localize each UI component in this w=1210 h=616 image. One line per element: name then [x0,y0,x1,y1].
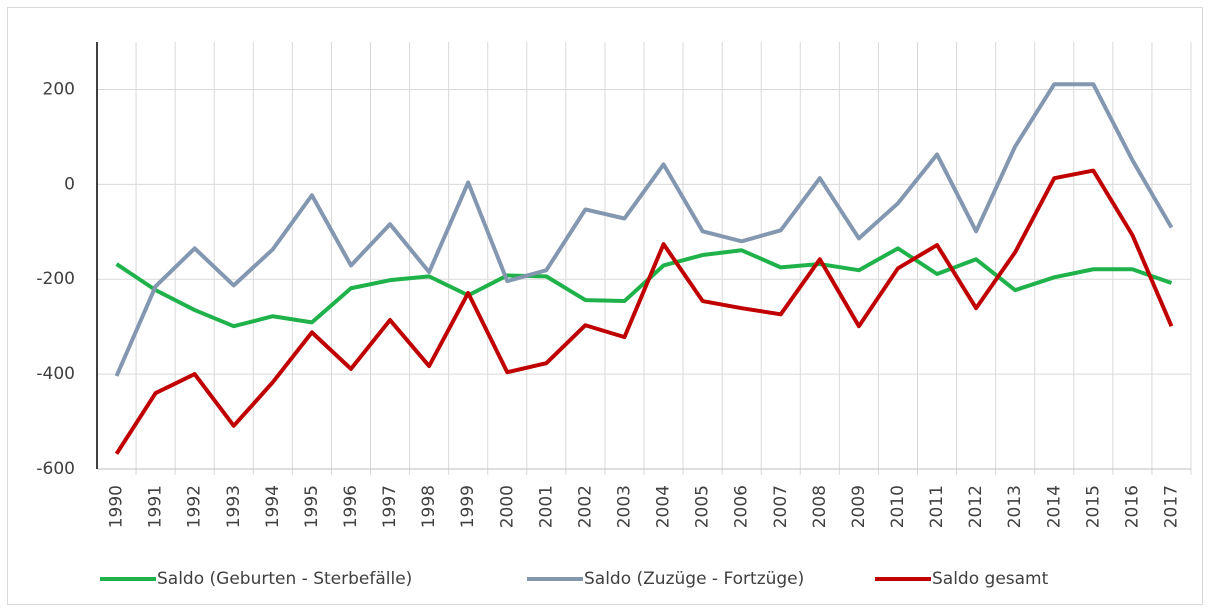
legend-label: Saldo gesamt [932,569,1049,589]
series-line [114,82,1174,377]
x-tick-label: 2001 [536,485,556,528]
x-tick-label: 2017 [1161,485,1181,528]
x-tick-label: 1992 [185,485,205,528]
legend-label: Saldo (Zuzüge - Fortzüge) [584,569,804,589]
series-line [114,168,1174,455]
x-tick-label: 2016 [1122,485,1142,528]
x-tick-label: 1997 [380,485,400,528]
x-tick-label: 1994 [263,485,283,528]
x-tick-label: 2014 [1044,485,1064,528]
x-tick-label: 2013 [1005,485,1025,528]
y-tick-label: -400 [36,364,75,384]
x-tick-label: 2007 [771,485,791,528]
x-tick-label: 1991 [146,485,166,528]
x-tick-label: 2008 [810,485,830,528]
y-tick-label: -200 [36,269,75,289]
x-tick-label: 1990 [107,485,127,528]
x-tick-label: 1993 [224,485,244,528]
x-tick-label: 1995 [302,485,322,528]
x-tick-label: 1999 [458,485,478,528]
x-tick-label: 2012 [966,485,986,528]
y-tick-label: -600 [36,459,75,479]
x-tick-label: 2000 [497,485,517,528]
x-tick-label: 2003 [614,485,634,528]
x-tick-label: 2009 [849,485,869,528]
x-tick-label: 2011 [927,485,947,528]
legend-label: Saldo (Geburten - Sterbefälle) [157,569,412,589]
x-tick-label: 2004 [654,485,674,528]
x-tick-label: 2015 [1083,485,1103,528]
x-tick-label: 1998 [419,485,439,528]
x-tick-label: 2010 [888,485,908,528]
x-tick-label: 1996 [341,485,361,528]
y-tick-label: 0 [64,174,75,194]
x-tick-label: 2005 [693,485,713,528]
x-tick-label: 2006 [732,485,752,528]
y-tick-label: 200 [43,79,75,99]
x-tick-label: 2002 [575,485,595,528]
series-line [115,246,1173,329]
